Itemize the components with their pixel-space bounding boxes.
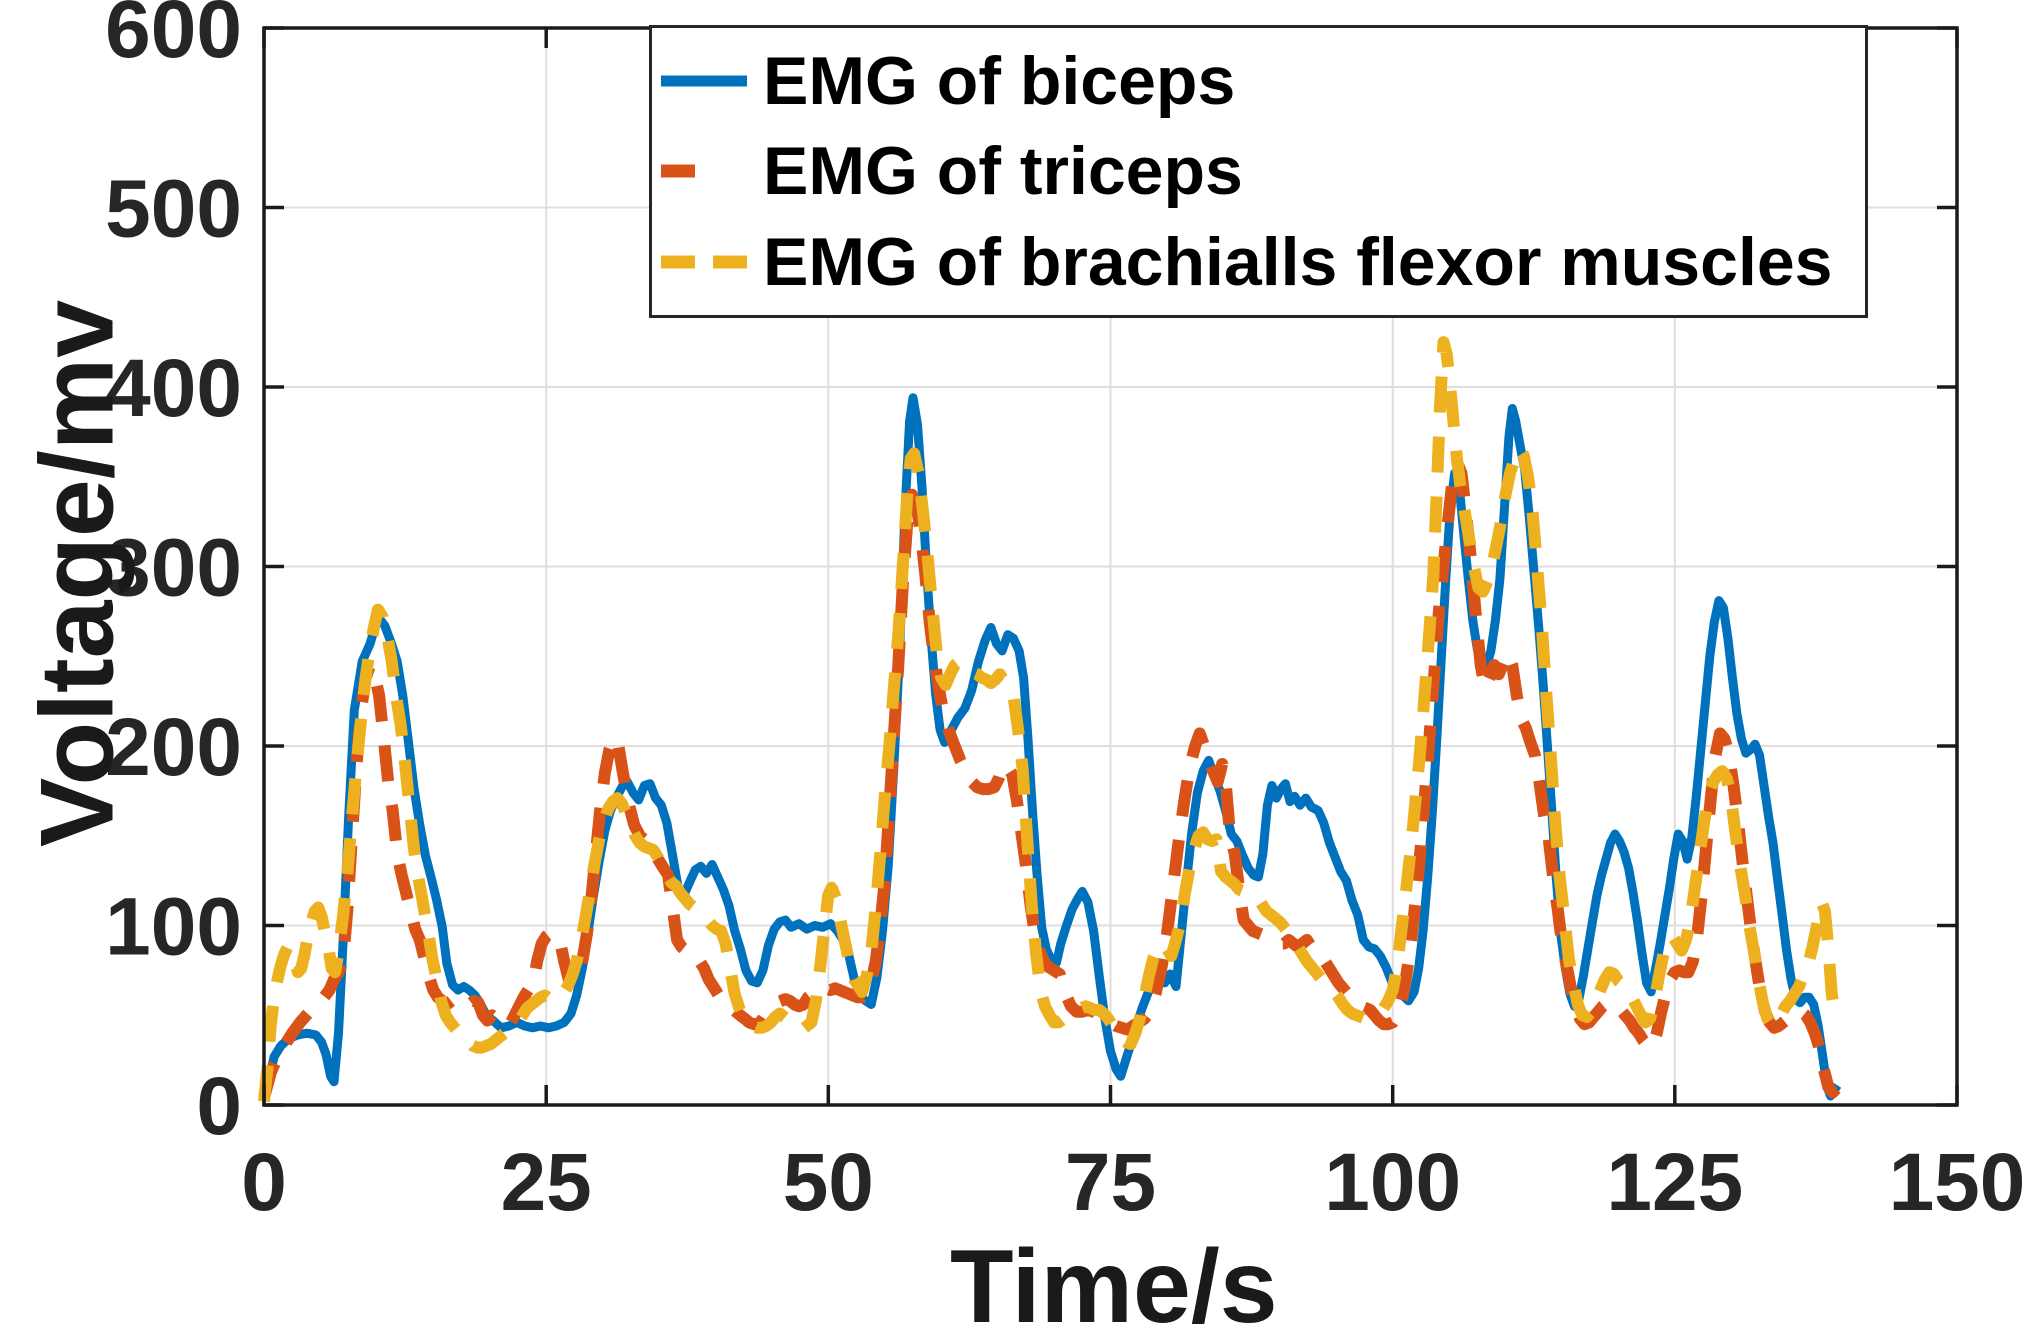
x-tick-label: 0 (241, 1137, 287, 1228)
x-axis-label: Time/s (950, 1229, 1278, 1336)
x-tick-label: 150 (1889, 1137, 2024, 1228)
legend-item-biceps: EMG of biceps (652, 36, 1865, 126)
legend-label-triceps: EMG of triceps (763, 133, 1243, 210)
y-tick-label: 100 (105, 882, 242, 973)
legend-label-brachialls: EMG of brachialls flexor muscles (763, 223, 1833, 300)
y-tick-label: 400 (105, 343, 242, 434)
x-tick-label: 25 (501, 1137, 592, 1228)
triceps-dashed-swatch-icon (661, 164, 747, 178)
y-tick-label: 0 (196, 1061, 242, 1152)
series-line-2 (258, 336, 1844, 1103)
series-line-0 (259, 393, 1842, 1101)
x-tick-label: 100 (1324, 1137, 1461, 1228)
biceps-line-swatch-icon (661, 75, 747, 87)
series-line-1 (258, 456, 1841, 1100)
y-tick-label: 600 (105, 0, 242, 75)
legend: EMG of biceps EMG of triceps EMG of brac… (649, 25, 1868, 318)
y-tick-label: 300 (105, 523, 242, 614)
brachialls-dashed-swatch-icon (661, 255, 747, 269)
legend-label-biceps: EMG of biceps (763, 43, 1236, 120)
x-tick-label: 50 (783, 1137, 874, 1228)
x-tick-label: 125 (1606, 1137, 1743, 1228)
y-tick-label: 200 (105, 702, 242, 793)
y-tick-label: 500 (105, 164, 242, 255)
x-tick-label: 75 (1065, 1137, 1156, 1228)
y-axis-label: Voltage/mv (19, 299, 136, 848)
legend-item-brachialls: EMG of brachialls flexor muscles (652, 217, 1865, 307)
legend-item-triceps: EMG of triceps (652, 126, 1865, 216)
